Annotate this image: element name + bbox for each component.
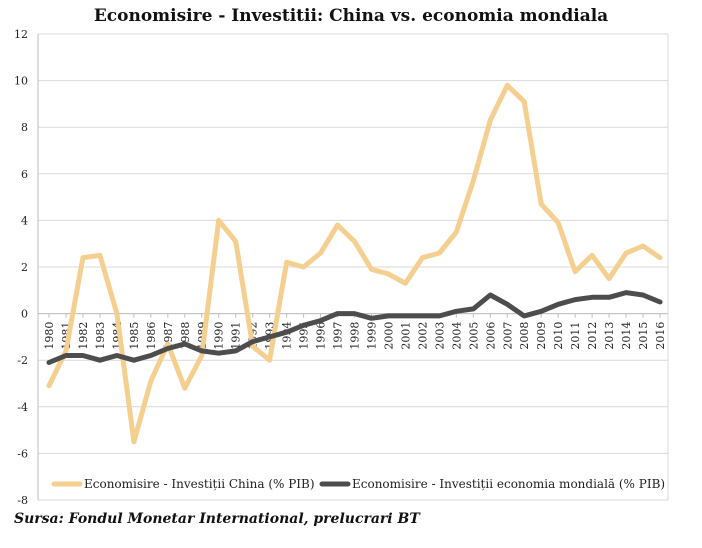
x-tick-label: 2015 [637, 322, 650, 350]
y-tick-label: 6 [21, 168, 28, 181]
chart-title: Economisire - Investitii: China vs. econ… [93, 6, 609, 26]
y-tick-label: 10 [14, 75, 28, 88]
y-tick-label: -2 [17, 354, 28, 367]
legend-label: Economisire - Investiții economia mondia… [352, 477, 665, 491]
x-tick-label: 2008 [518, 322, 531, 350]
series-line-world [46, 290, 663, 365]
x-tick-label: 1990 [213, 322, 226, 350]
x-tick-label: 1999 [365, 322, 378, 350]
x-tick-label: 1986 [145, 322, 158, 350]
gridlines [38, 33, 668, 501]
y-tick-label: 8 [21, 121, 28, 134]
x-tick-label: 2002 [416, 322, 429, 350]
series-line-china [46, 82, 663, 445]
x-tick-label: 1987 [162, 322, 175, 350]
x-tick-label: 1982 [77, 322, 90, 350]
y-tick-label: 0 [21, 308, 28, 321]
x-tick-label: 1998 [349, 322, 362, 350]
y-tick-label: 2 [21, 261, 28, 274]
x-tick-label: 1980 [43, 322, 56, 350]
y-tick-label: -8 [17, 494, 28, 507]
x-tick-label: 2016 [654, 322, 667, 350]
x-tick-label: 2010 [552, 322, 565, 350]
y-tick-label: -4 [17, 401, 28, 414]
source-note: Sursa: Fondul Monetar International, pre… [14, 511, 420, 527]
x-tick-label: 1997 [332, 322, 345, 350]
x-tick-label: 1983 [94, 322, 107, 350]
x-tick-labels: 1980 1981 1982 1983 1984 1985 1986 1987 1988 1989… [43, 322, 667, 350]
y-tick-label: -6 [17, 447, 28, 460]
x-tick-label: 2012 [586, 322, 599, 350]
x-tick-label: 2011 [569, 322, 582, 350]
x-tick-label: 2009 [535, 322, 548, 350]
x-tick-label: 2006 [484, 322, 497, 350]
x-tick-label: 2014 [620, 322, 633, 350]
y-tick-labels: -8 -6 -4 -2 0 2 4 6 8 10 12 [14, 28, 28, 507]
x-tick-label: 2007 [501, 322, 514, 350]
x-tick-label: 2004 [450, 322, 463, 350]
series-lines [46, 82, 663, 445]
x-tick-label: 2005 [467, 322, 480, 350]
x-tick-label: 2003 [433, 322, 446, 350]
x-tick-label: 2001 [399, 322, 412, 350]
x-tick-label: 1991 [230, 322, 243, 350]
legend-label: Economisire - Investiții China (% PIB) [84, 477, 315, 491]
x-tick-label: 2013 [603, 322, 616, 350]
legend: Economisire - Investiții China (% PIB) Ec… [51, 477, 665, 491]
x-tick-label: 1996 [315, 322, 328, 350]
x-tick-label: 2000 [382, 322, 395, 350]
x-tick-label: 1985 [128, 322, 141, 350]
y-tick-label: 4 [21, 214, 28, 227]
y-tick-label: 12 [14, 28, 28, 41]
